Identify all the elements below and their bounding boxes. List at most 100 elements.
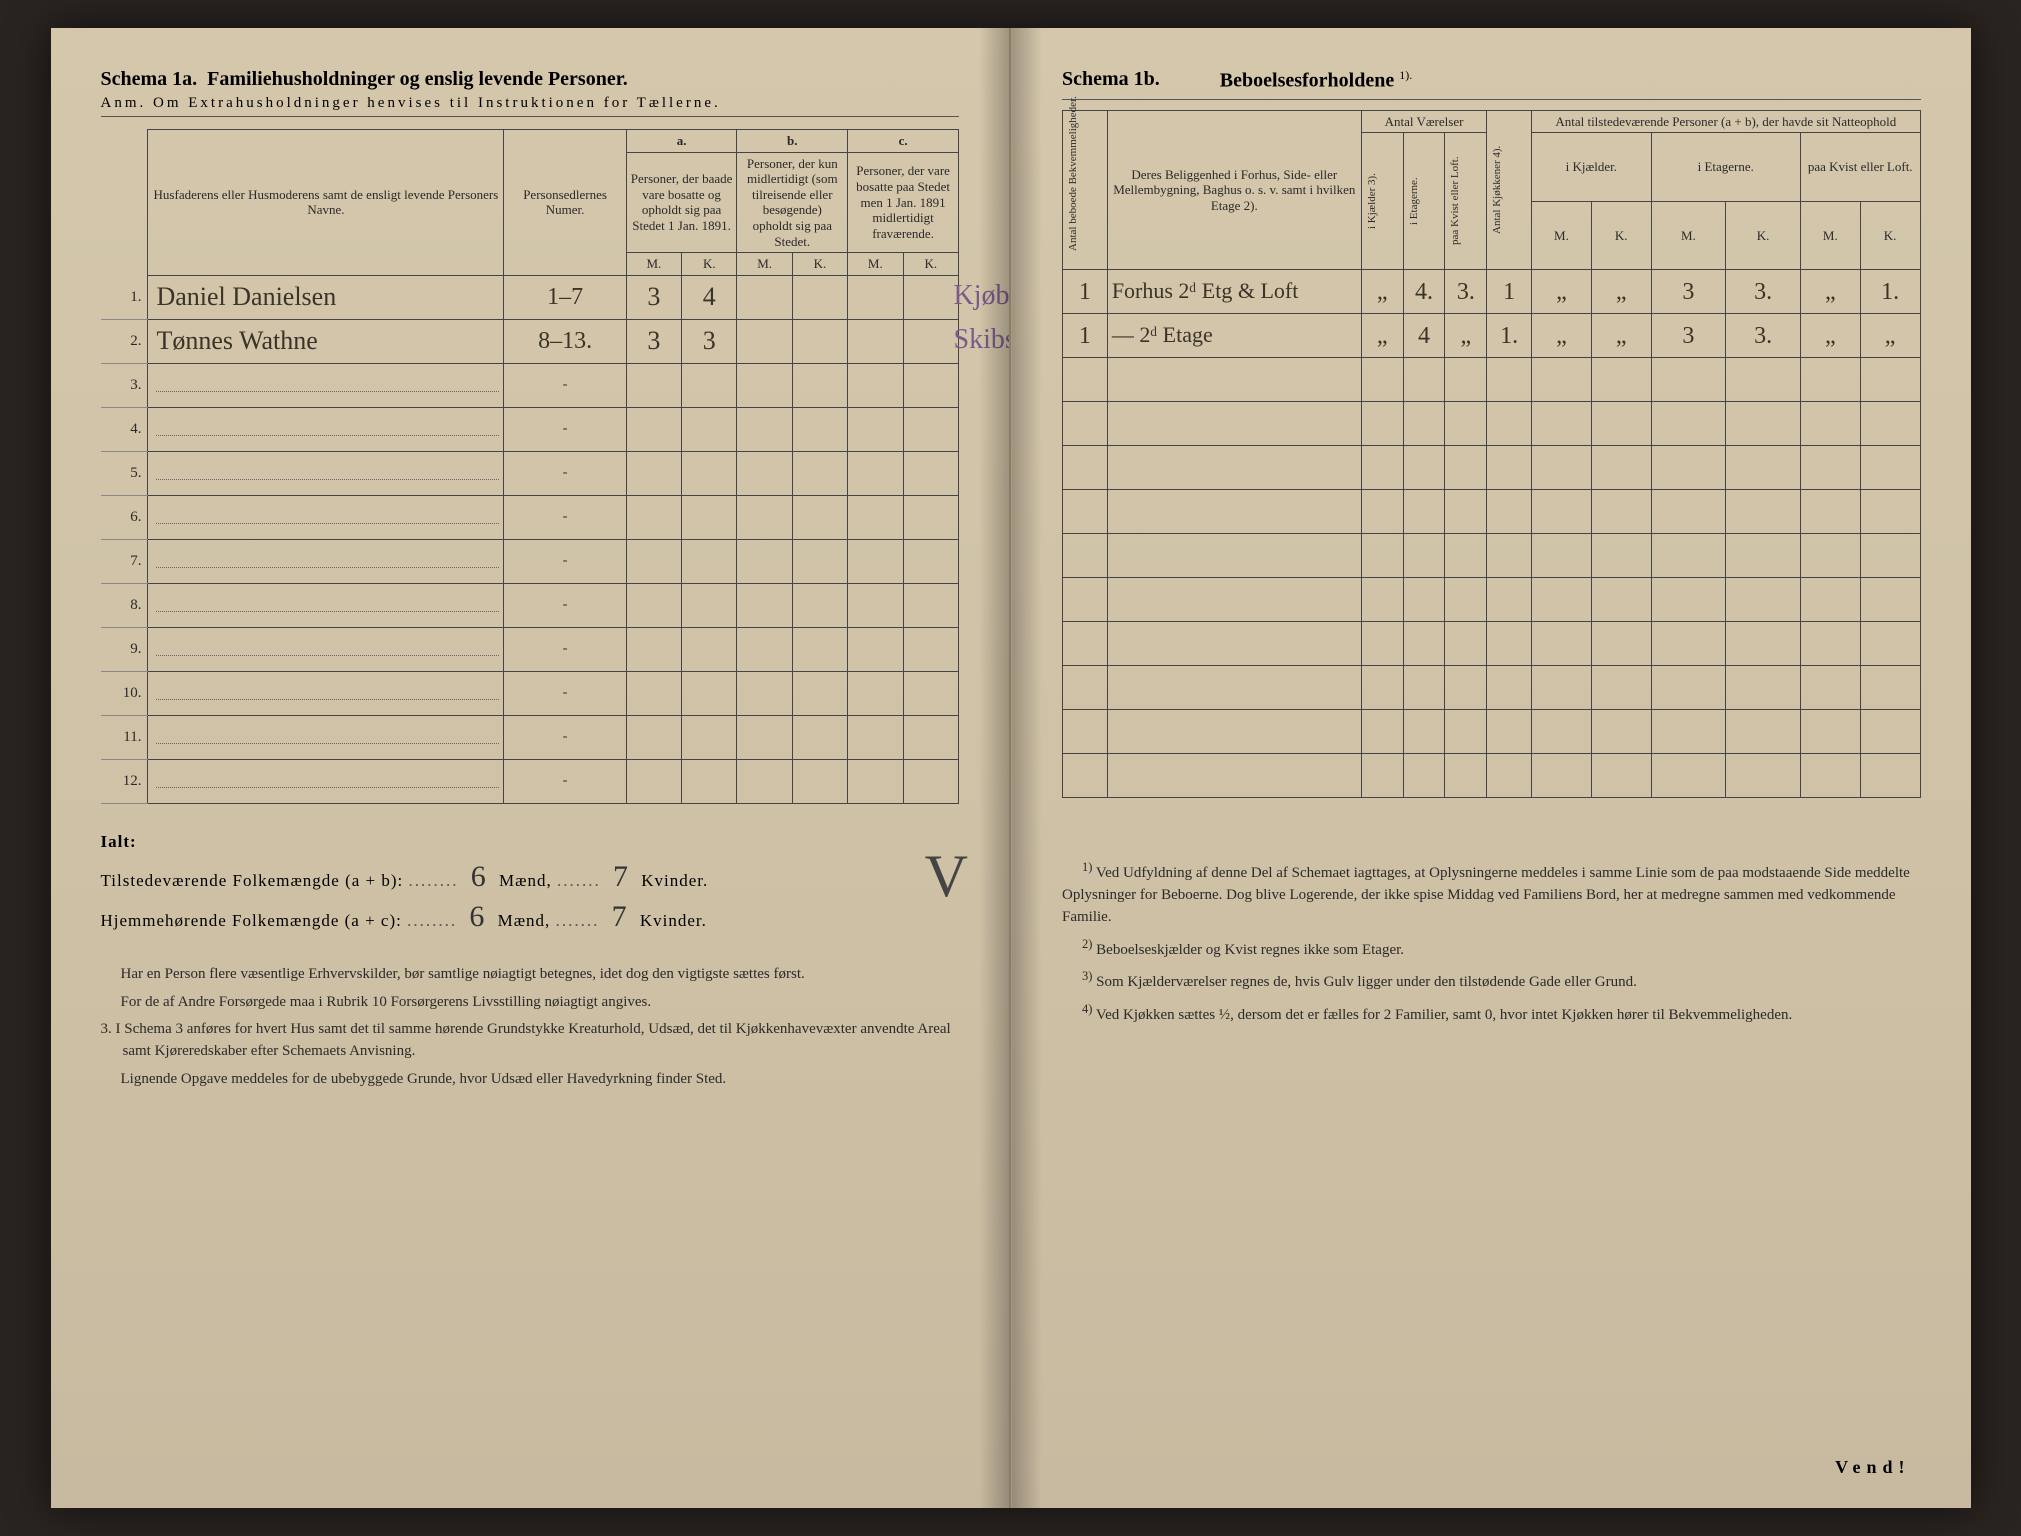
value-cell: [1860, 358, 1920, 402]
value-cell: [1361, 578, 1403, 622]
value-cell: [1532, 490, 1592, 534]
belig-cell: [1107, 622, 1361, 666]
table-row: 1.Daniel Danielsen1–734Kjøbm.: [101, 275, 959, 319]
col-grp-personer: Antal tilstedeværende Personer (a + b), …: [1532, 110, 1920, 133]
table-row: 6.-: [101, 495, 959, 539]
count-cell: [792, 759, 847, 803]
value-cell: [1651, 666, 1726, 710]
person-numer: -: [504, 495, 626, 539]
count-cell: [682, 715, 737, 759]
count-cell: [626, 627, 681, 671]
count-cell: [848, 407, 903, 451]
value-cell: [1361, 754, 1403, 798]
count-cell: Skibsf.: [903, 319, 958, 363]
table-row: [1063, 358, 1921, 402]
count-cell: [792, 627, 847, 671]
person-numer: -: [504, 627, 626, 671]
count-cell: [848, 495, 903, 539]
count-cell: [626, 407, 681, 451]
value-cell: 3: [1651, 314, 1726, 358]
schema-1a-note: Anm. Om Extrahusholdninger henvises til …: [101, 95, 960, 117]
belig-cell: [1107, 446, 1361, 490]
value-cell: [1591, 622, 1651, 666]
value-cell: [1726, 578, 1801, 622]
row-number: 1.: [101, 275, 148, 319]
value-cell: [1651, 622, 1726, 666]
value-cell: 3.: [1726, 314, 1801, 358]
value-cell: [1063, 666, 1108, 710]
value-cell: [1361, 490, 1403, 534]
name-cell: [148, 759, 504, 803]
right-page: Schema 1b. Beboelsesforholdene 1). Antal…: [1011, 28, 1971, 1508]
table-row: 8.-: [101, 583, 959, 627]
value-cell: „: [1860, 314, 1920, 358]
table-row: [1063, 534, 1921, 578]
value-cell: [1487, 666, 1532, 710]
value-cell: [1445, 754, 1487, 798]
count-cell: [903, 583, 958, 627]
value-cell: [1860, 446, 1920, 490]
name-cell: [148, 627, 504, 671]
count-cell: [792, 671, 847, 715]
count-cell: [737, 671, 792, 715]
schema-1a-table: Husfaderens eller Husmoderens samt de en…: [101, 129, 960, 804]
row-number: 4.: [101, 407, 148, 451]
belig-cell: [1107, 490, 1361, 534]
value-cell: [1063, 490, 1108, 534]
schema-1b-title: Schema 1b. Beboelsesforholdene 1).: [1062, 68, 1921, 100]
col-c-text: Personer, der vare bosatte paa Stedet me…: [848, 152, 959, 253]
count-cell: [848, 451, 903, 495]
value-cell: [1487, 622, 1532, 666]
count-cell: [626, 539, 681, 583]
value-cell: [1361, 358, 1403, 402]
value-cell: [1445, 534, 1487, 578]
value-cell: „: [1800, 314, 1860, 358]
count-cell: [626, 363, 681, 407]
value-cell: [1651, 358, 1726, 402]
belig-cell: [1107, 358, 1361, 402]
value-cell: [1487, 490, 1532, 534]
belig-cell: [1107, 534, 1361, 578]
value-cell: [1860, 710, 1920, 754]
schema-1b-table: Antal beboede Bekvemmeligheder. Deres Be…: [1062, 110, 1921, 799]
value-cell: [1860, 402, 1920, 446]
value-cell: [1403, 490, 1445, 534]
row-number: 8.: [101, 583, 148, 627]
right-footnotes: 1) Ved Udfyldning af denne Del af Schema…: [1062, 858, 1921, 1027]
row-number: 2.: [101, 319, 148, 363]
count-cell: [903, 671, 958, 715]
row-number: 5.: [101, 451, 148, 495]
value-cell: [1860, 578, 1920, 622]
value-cell: [1487, 402, 1532, 446]
table-row: [1063, 710, 1921, 754]
count-cell: [848, 539, 903, 583]
value-cell: [1800, 666, 1860, 710]
count-cell: [737, 495, 792, 539]
count-cell: [682, 451, 737, 495]
value-cell: [1532, 534, 1592, 578]
table-row: 1— 2ᵈ Etage„4„1.„„33.„„: [1063, 314, 1921, 358]
table-row: 5.-: [101, 451, 959, 495]
value-cell: „: [1591, 314, 1651, 358]
count-cell: [848, 759, 903, 803]
name-cell: [148, 495, 504, 539]
name-cell: [148, 451, 504, 495]
value-cell: [1361, 710, 1403, 754]
count-cell: [792, 451, 847, 495]
value-cell: [1726, 710, 1801, 754]
value-cell: 3.: [1445, 270, 1487, 314]
value-cell: [1591, 358, 1651, 402]
value-cell: „: [1532, 270, 1592, 314]
value-cell: [1063, 402, 1108, 446]
value-cell: [1800, 490, 1860, 534]
value-cell: [1860, 754, 1920, 798]
count-cell: [848, 363, 903, 407]
table-row: [1063, 578, 1921, 622]
belig-cell: — 2ᵈ Etage: [1107, 314, 1361, 358]
col-name: Husfaderens eller Husmoderens samt de en…: [148, 130, 504, 276]
value-cell: „: [1532, 314, 1592, 358]
belig-cell: [1107, 666, 1361, 710]
value-cell: [1532, 578, 1592, 622]
value-cell: [1403, 578, 1445, 622]
count-cell: [682, 495, 737, 539]
